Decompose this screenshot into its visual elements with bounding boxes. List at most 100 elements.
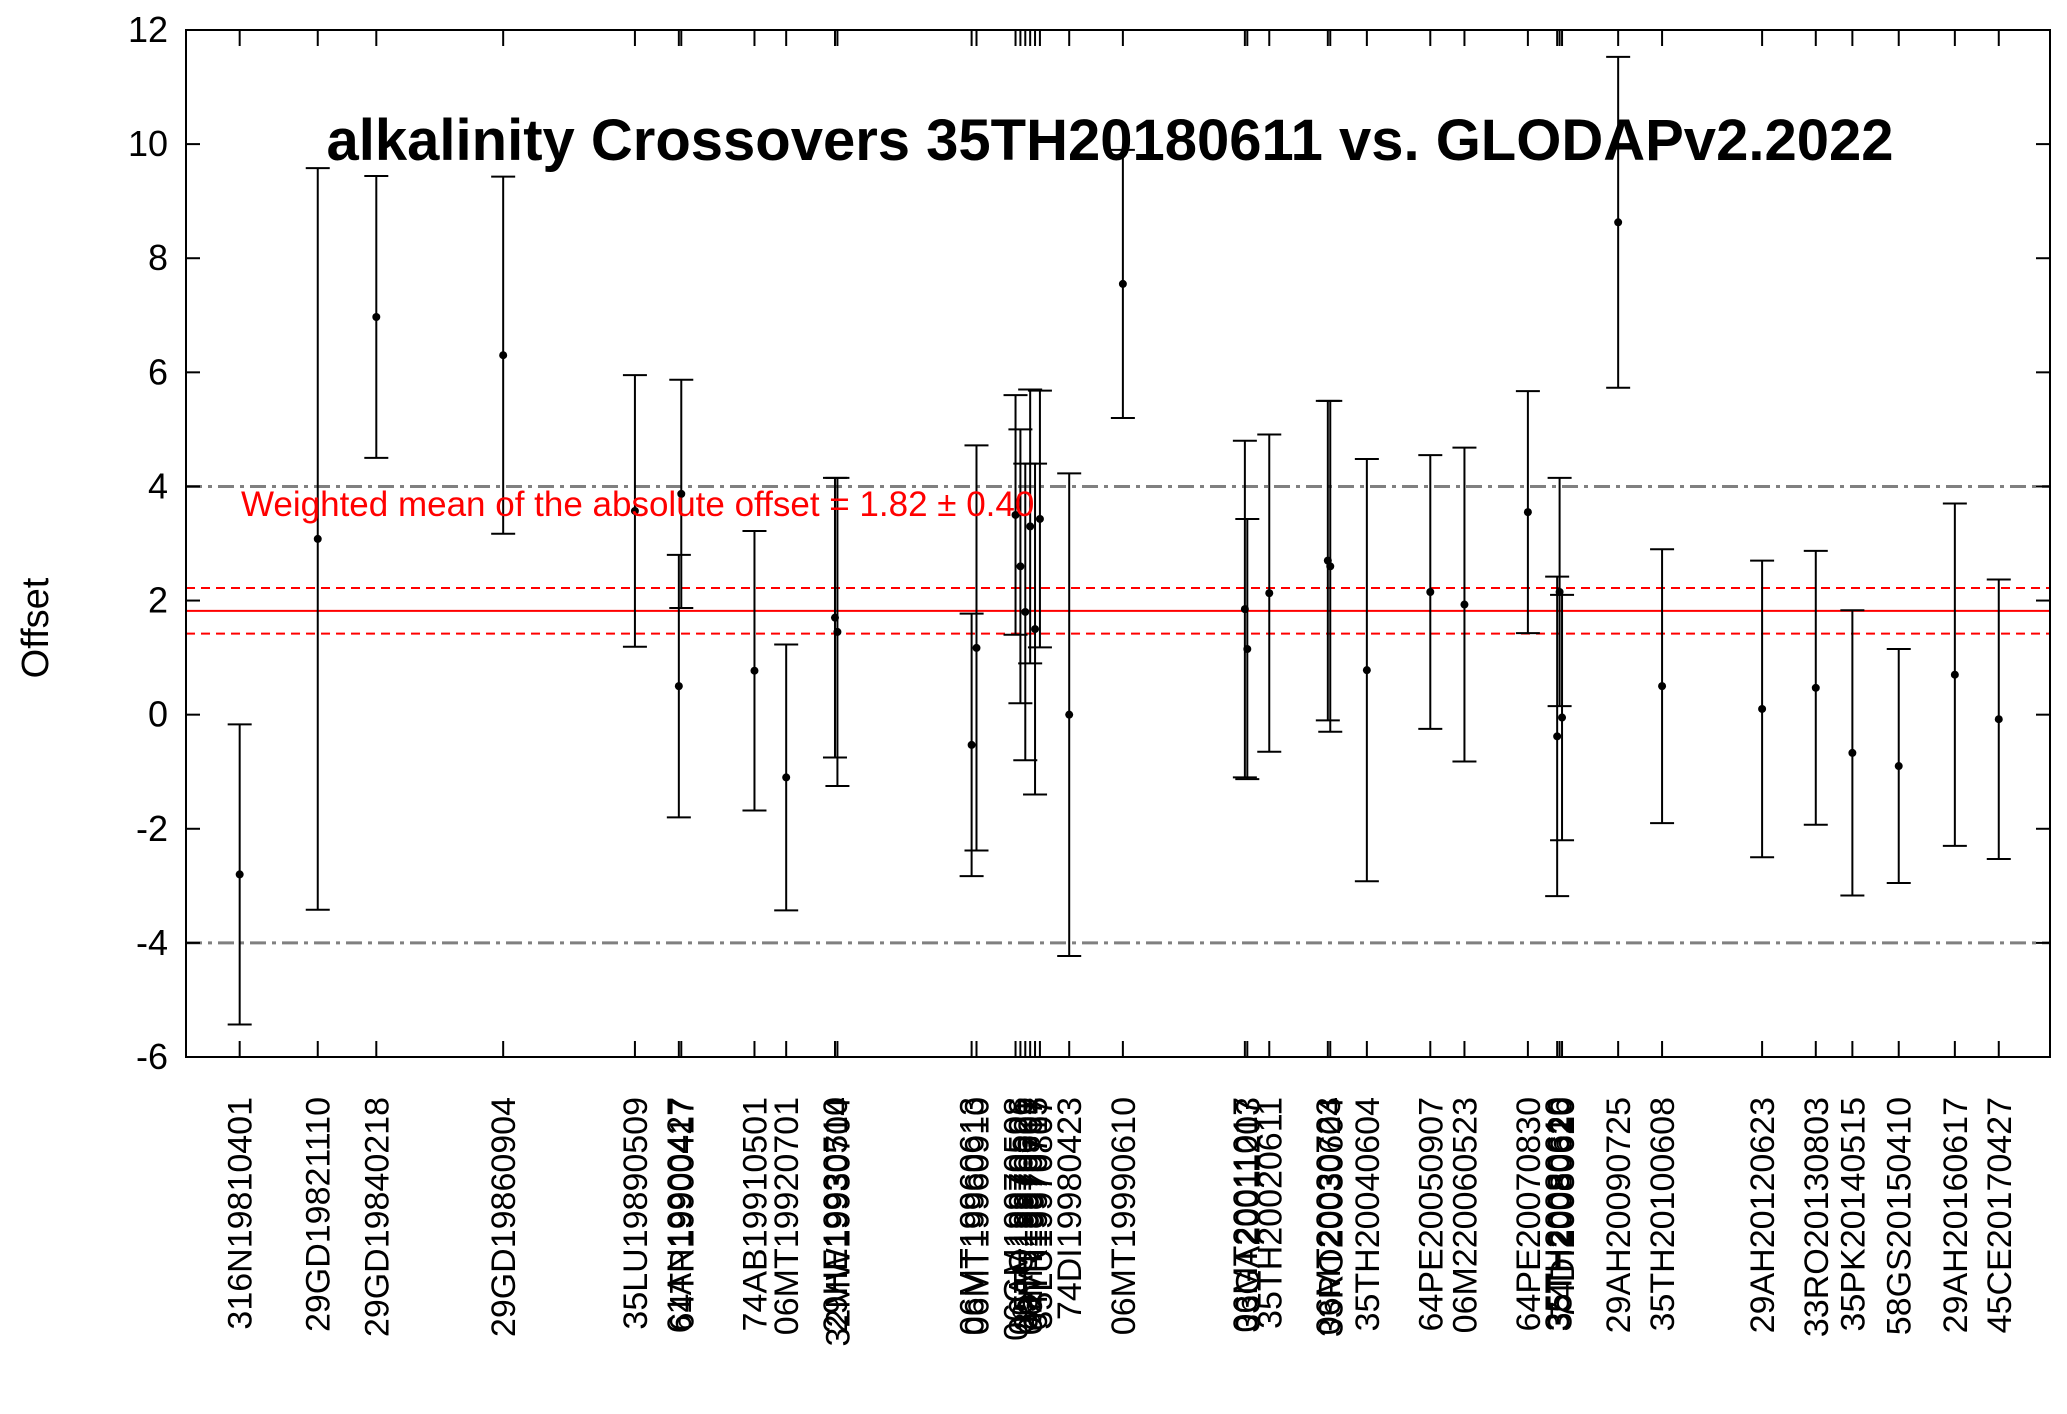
crossover-point [1057,472,1082,958]
crossover-point [622,374,647,648]
plot-frame [185,29,2051,1058]
x-tick-label: 35PK20140515 [1834,1097,1872,1331]
offset-marker [750,666,759,675]
offset-marker [499,351,508,360]
x-tick-label: 33GA20011203 [1229,1097,1267,1333]
x-tick-label: 64PE20070830 [1510,1097,1548,1331]
x-tick-label: 74DI19980423 [1051,1097,1089,1320]
x-tick-label: 29AH20160617 [1937,1097,1975,1333]
data-points [227,55,2011,1026]
x-tick-label: 29AH20120623 [1744,1097,1782,1333]
crossover-point [227,723,252,1026]
x-tick-label: 74AB19910501 [736,1097,774,1331]
x-tick-label: 45CE20170427 [1981,1097,2019,1333]
crossover-point [1886,648,1911,884]
crossover-point [669,378,694,609]
offset-marker [313,534,322,543]
offset-marker [1426,587,1435,596]
offset-marker [1243,645,1252,654]
offset-marker [967,740,976,749]
crossover-point [1110,148,1135,419]
x-tick-label: 35TH20100608 [1644,1097,1682,1331]
crossover-point [1650,548,1675,825]
offset-marker [1758,704,1767,713]
offset-marker [630,506,639,515]
x-tick-label: 06MT20011017 [1227,1097,1265,1333]
x-tick-label: 06MT20030723 [1310,1097,1348,1335]
offset-marker [833,627,842,636]
x-tick-label: 316N19810401 [222,1097,260,1330]
x-tick-label: 58GS20150410 [1881,1097,1919,1335]
offset-marker [1460,600,1469,609]
offset-marker [674,682,683,691]
y-axis-label: Offset [15,577,57,678]
offset-marker [1523,508,1532,517]
offset-marker [235,870,244,879]
offset-marker [1265,589,1274,598]
crossover-point [1547,476,1572,708]
crossover-point [959,612,984,878]
offset-marker [1811,683,1820,692]
crossover-point [491,175,516,535]
x-tick-label: 32MW19930704 [819,1097,857,1347]
x-tick-label: 06GM19970508 [998,1097,1036,1341]
x-axis: 316N19810401 29GD19821110 29GD19840218 29GD… [222,30,2019,1347]
offset-marker [1950,670,1959,679]
offset-marker [1614,218,1623,227]
offset-marker [1118,279,1127,288]
x-tick-label: 29HE19930510 [817,1097,855,1333]
x-tick-label: 33RO20130803 [1798,1097,1836,1337]
crossover-point [1023,462,1048,796]
crossover-point [1257,433,1282,753]
crossover-point [1018,388,1043,665]
x-tick-label: 64PE20050907 [1412,1097,1450,1331]
threshold-lines [186,484,2050,945]
x-tick-label: 29GD19840218 [358,1097,396,1337]
weighted-mean-lines [186,587,2050,635]
crossover-point [1840,609,1865,897]
x-tick-label: 35TH20080610 [1539,1097,1577,1331]
x-tick-label: 64TR19900417 [663,1097,701,1331]
offset-marker [782,773,791,782]
crossover-point [1418,454,1443,730]
y-tick-label: -2 [136,808,168,849]
x-tick-label: 06AQ19970526 [1002,1097,1040,1335]
y-tick-label: 8 [148,237,168,278]
offset-marker [972,643,981,652]
crossover-point [1318,399,1343,733]
weighted-mean-label: Weighted mean of the absolute offset = 1… [241,485,1034,524]
offset-marker [1553,732,1562,741]
crossover-point [1008,428,1033,705]
crossover-point [1515,390,1540,635]
offset-marker [1848,748,1857,757]
y-tick-label: 2 [148,580,168,621]
offset-marker [1031,625,1040,634]
y-tick-label: -6 [136,1036,168,1077]
offset-marker [1011,510,1020,519]
crossover-point [1354,458,1379,883]
y-tick-label: 12 [128,9,168,50]
x-tick-label: 35LU19890509 [617,1097,655,1330]
crossover-point [825,476,850,787]
x-tick-label: 06MT19970707 [1012,1097,1050,1335]
offset-marker [1026,522,1035,531]
chart-title: alkalinity Crossovers 35TH20180611 vs. G… [327,108,1894,173]
crossover-point [666,553,691,819]
crossover-point [964,444,989,852]
x-tick-label: 64TR19970715 [1017,1097,1055,1331]
x-tick-label: 29GD19821110 [300,1097,338,1332]
crossover-point [742,529,767,812]
x-tick-label: 29GD19860904 [485,1097,523,1337]
crossover-point [364,175,389,459]
crossover-point [1452,446,1477,763]
crossover-point [1545,575,1570,898]
crossover-point [1550,593,1575,842]
offset-marker [1035,514,1044,523]
crossover-point [1803,549,1828,826]
offset-marker [372,312,381,321]
x-tick-label: 35TH20080626 [1542,1097,1580,1331]
offset-marker [1065,710,1074,719]
y-tick-label: 0 [148,694,168,735]
crossover-point [1606,55,1631,389]
